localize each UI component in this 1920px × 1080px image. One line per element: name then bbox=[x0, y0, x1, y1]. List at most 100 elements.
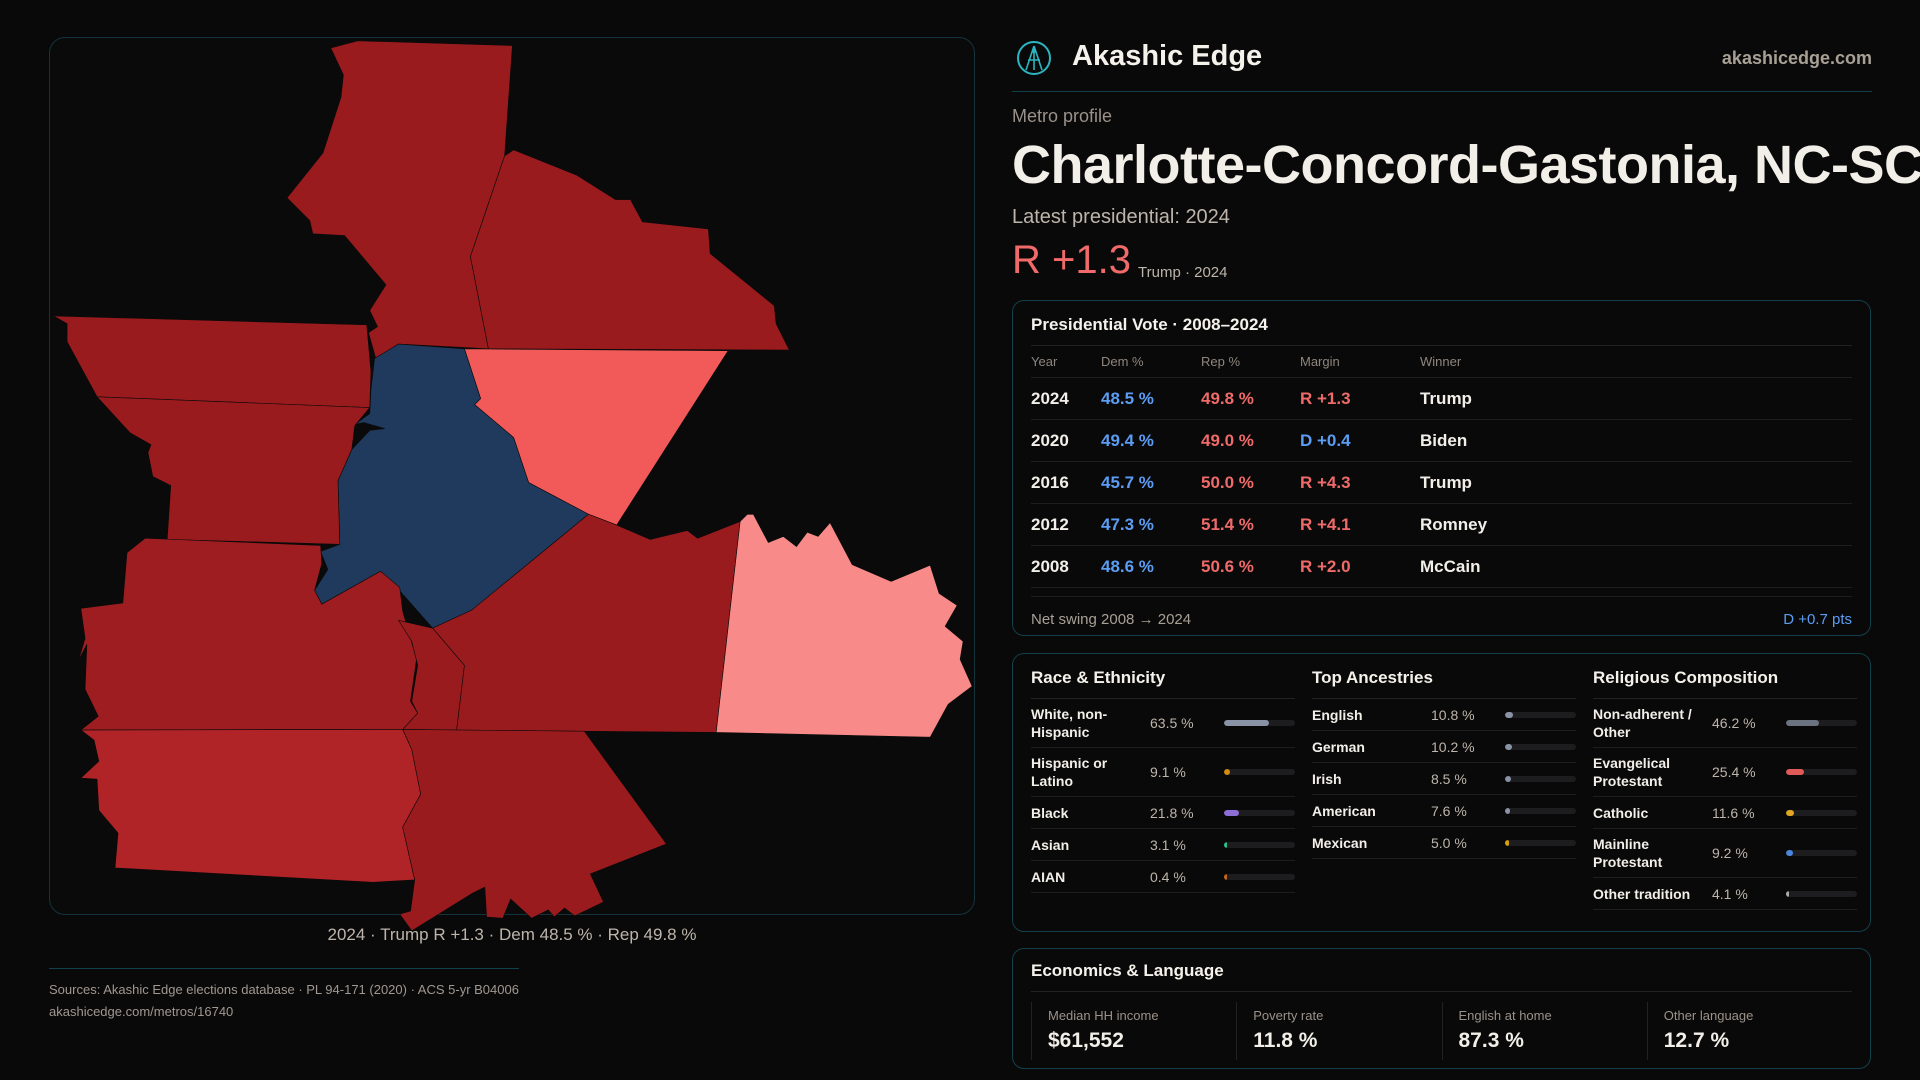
demographic-row: White, non-Hispanic 63.5 % bbox=[1031, 699, 1295, 748]
row-label: AIAN bbox=[1031, 868, 1066, 885]
row-label: Other tradition bbox=[1593, 885, 1691, 902]
share-bar bbox=[1224, 841, 1295, 848]
vote-margin: R +2.0 bbox=[1300, 556, 1351, 576]
county-shape[interactable] bbox=[286, 40, 513, 359]
county-shape[interactable] bbox=[53, 315, 372, 408]
demographics-card: Race & Ethnicity White, non-Hispanic 63.… bbox=[1012, 653, 1871, 932]
county-shape[interactable] bbox=[432, 513, 741, 733]
vote-year: 2012 bbox=[1031, 514, 1069, 534]
col-rep: Rep % bbox=[1201, 354, 1241, 369]
metro-url[interactable]: akashicedge.com/metros/16740 bbox=[49, 1004, 234, 1019]
economic-stat: Other language 12.7 % bbox=[1646, 1002, 1852, 1060]
row-value: 9.1 % bbox=[1150, 764, 1186, 780]
share-bar-fill bbox=[1505, 807, 1511, 814]
share-bar-fill bbox=[1786, 720, 1819, 726]
demographic-row: Non-adherent / Other 46.2 % bbox=[1593, 699, 1857, 748]
row-label: German bbox=[1312, 738, 1365, 755]
county-shape[interactable] bbox=[79, 729, 422, 883]
row-value: 63.5 % bbox=[1150, 715, 1194, 731]
row-label: American bbox=[1312, 802, 1376, 819]
vote-dem: 49.4 % bbox=[1101, 430, 1154, 450]
vote-winner: Biden bbox=[1420, 430, 1468, 450]
vote-winner: Romney bbox=[1420, 514, 1488, 534]
share-bar-fill bbox=[1505, 743, 1513, 750]
row-value: 10.8 % bbox=[1431, 706, 1475, 723]
demographic-row: Hispanic or Latino 9.1 % bbox=[1031, 748, 1295, 797]
demographic-row: Black 21.8 % bbox=[1031, 797, 1295, 829]
stat-value: $61,552 bbox=[1048, 1029, 1124, 1052]
vote-row: 2008 48.6 % 50.6 % R +2.0 McCain bbox=[1031, 546, 1852, 588]
demographic-row: Asian 3.1 % bbox=[1031, 829, 1295, 861]
vote-rep: 49.8 % bbox=[1201, 388, 1254, 408]
county-shape[interactable] bbox=[399, 729, 667, 932]
vote-dem: 47.3 % bbox=[1101, 514, 1154, 534]
col-dem: Dem % bbox=[1101, 354, 1144, 369]
economic-stat: Poverty rate 11.8 % bbox=[1236, 1002, 1441, 1060]
share-bar bbox=[1224, 873, 1295, 880]
vote-year: 2024 bbox=[1031, 388, 1069, 408]
vote-rep: 50.6 % bbox=[1201, 556, 1254, 576]
row-label: Asian bbox=[1031, 836, 1070, 853]
demographic-row: Mexican 5.0 % bbox=[1312, 827, 1576, 859]
share-bar-fill bbox=[1505, 839, 1509, 846]
vote-winner: McCain bbox=[1420, 556, 1481, 576]
row-value: 10.2 % bbox=[1431, 738, 1475, 755]
vote-rep: 51.4 % bbox=[1201, 514, 1254, 534]
sources-text: Sources: Akashic Edge elections database… bbox=[49, 982, 519, 997]
share-bar-fill bbox=[1786, 809, 1795, 816]
row-label: Evangelical Protestant bbox=[1593, 755, 1671, 789]
share-bar bbox=[1505, 711, 1576, 718]
row-label: Irish bbox=[1312, 770, 1342, 787]
share-bar-fill bbox=[1786, 769, 1805, 775]
demographic-row: Mainline Protestant 9.2 % bbox=[1593, 829, 1857, 878]
vote-year: 2016 bbox=[1031, 472, 1069, 492]
site-link[interactable]: akashicedge.com bbox=[1721, 48, 1872, 68]
row-value: 11.6 % bbox=[1712, 804, 1755, 821]
akashic-logo-icon bbox=[1017, 41, 1051, 75]
headline-margin: R +1.3 bbox=[1012, 238, 1131, 282]
page-kicker: Metro profile bbox=[1012, 106, 1113, 126]
county-shape[interactable] bbox=[470, 149, 790, 351]
stat-value: 12.7 % bbox=[1663, 1029, 1730, 1052]
share-bar bbox=[1786, 769, 1857, 775]
demographic-row: American 7.6 % bbox=[1312, 795, 1576, 827]
net-swing-label: Net swing 2008 → 2024 bbox=[1031, 611, 1192, 628]
demographic-section: Top Ancestries English 10.8 % German 10.… bbox=[1312, 668, 1576, 917]
stat-label: Poverty rate bbox=[1253, 1008, 1324, 1023]
vote-margin: R +4.3 bbox=[1300, 472, 1351, 492]
economics-card: Economics & Language Median HH income $6… bbox=[1012, 948, 1871, 1069]
demographic-section: Religious Composition Non-adherent / Oth… bbox=[1593, 668, 1857, 917]
vote-dem: 45.7 % bbox=[1101, 472, 1154, 492]
row-label: Hispanic or Latino bbox=[1031, 755, 1108, 789]
row-value: 46.2 % bbox=[1712, 715, 1756, 731]
share-bar-fill bbox=[1505, 775, 1512, 782]
share-bar bbox=[1786, 809, 1857, 816]
county-shape[interactable] bbox=[96, 396, 371, 545]
stat-value: 87.3 % bbox=[1458, 1029, 1524, 1052]
county-shape[interactable] bbox=[715, 513, 973, 738]
vote-row: 2016 45.7 % 50.0 % R +4.3 Trump bbox=[1031, 462, 1852, 504]
county-map[interactable] bbox=[40, 30, 980, 950]
vote-table-header: Year Dem % Rep % Margin Winner bbox=[1031, 346, 1852, 378]
vote-margin: R +4.1 bbox=[1300, 514, 1351, 534]
share-bar bbox=[1224, 720, 1295, 726]
demographic-row: Irish 8.5 % bbox=[1312, 763, 1576, 795]
brand-name: Akashic Edge bbox=[1072, 40, 1263, 72]
vote-row: 2024 48.5 % 49.8 % R +1.3 Trump bbox=[1031, 378, 1852, 420]
row-value: 0.4 % bbox=[1150, 868, 1186, 885]
vote-margin: R +1.3 bbox=[1300, 388, 1351, 408]
demographic-row: Catholic 11.6 % bbox=[1593, 797, 1857, 829]
economic-stat: English at home 87.3 % bbox=[1441, 1002, 1647, 1060]
economic-stat: Median HH income $61,552 bbox=[1031, 1002, 1236, 1060]
col-margin: Margin bbox=[1300, 354, 1340, 369]
share-bar-fill bbox=[1786, 890, 1789, 897]
row-label: Black bbox=[1031, 804, 1069, 821]
share-bar bbox=[1786, 850, 1857, 856]
share-bar bbox=[1786, 890, 1857, 897]
row-value: 8.5 % bbox=[1431, 770, 1467, 787]
stat-label: English at home bbox=[1458, 1008, 1552, 1023]
header: Akashic Edge akashicedge.com bbox=[1012, 38, 1872, 92]
map-caption: 2024 · Trump R +1.3 · Dem 48.5 % · Rep 4… bbox=[327, 925, 697, 944]
share-bar bbox=[1505, 743, 1576, 750]
share-bar bbox=[1505, 775, 1576, 782]
